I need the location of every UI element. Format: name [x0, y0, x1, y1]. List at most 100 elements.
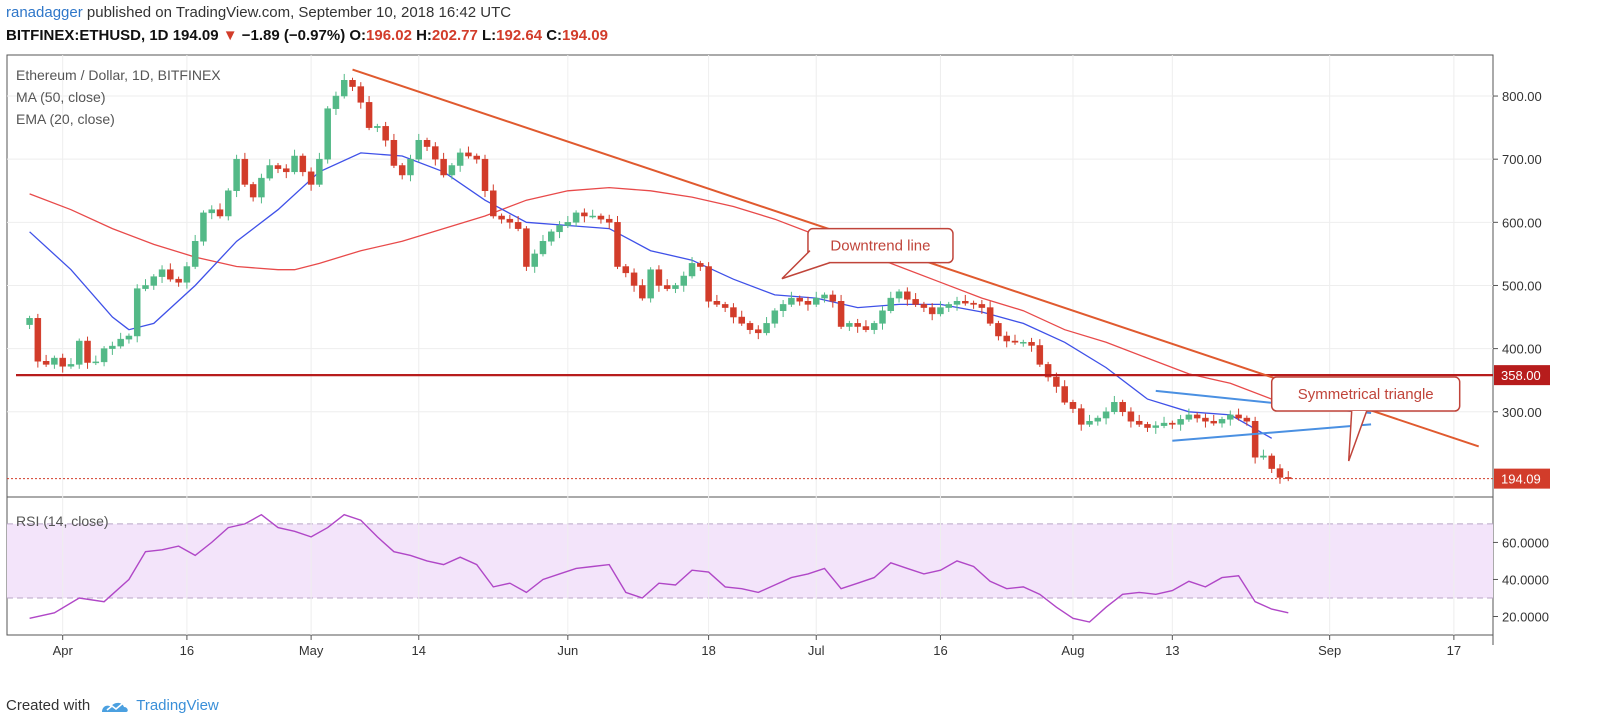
candle-body — [589, 215, 596, 218]
symbol-label: BITFINEX:ETHUSD, 1D — [6, 27, 169, 44]
candle-body — [639, 285, 646, 299]
candle-body — [862, 326, 870, 330]
x-tick-label: 17 — [1447, 643, 1461, 658]
candle-body — [175, 278, 182, 283]
candle-body — [1036, 345, 1044, 365]
x-tick-label: 16 — [933, 643, 947, 658]
candle-body — [572, 212, 580, 223]
candle-body — [283, 168, 290, 173]
rsi-legend: RSI (14, close) — [16, 513, 109, 529]
candle-body — [42, 360, 50, 365]
candle-body — [788, 297, 795, 305]
candle-body — [225, 190, 232, 217]
candle-body — [92, 361, 100, 364]
candle-body — [531, 253, 538, 267]
author-link[interactable]: ranadagger — [6, 4, 83, 21]
candle-body — [125, 335, 133, 340]
candle-body — [937, 307, 944, 315]
x-tick-label: Sep — [1318, 643, 1341, 658]
publish-info: ranadagger published on TradingView.com,… — [6, 4, 511, 21]
candle-body — [539, 241, 547, 255]
candle-body — [1202, 417, 1209, 422]
candle-body — [216, 209, 224, 217]
candle-body — [382, 126, 389, 141]
candle-body — [705, 266, 712, 302]
candle-body — [846, 323, 853, 327]
candle-body — [1144, 424, 1151, 428]
candle-body — [870, 323, 878, 330]
candle-body — [150, 276, 158, 286]
candle-body — [1135, 420, 1143, 425]
down-arrow-icon: ▼ — [222, 27, 238, 44]
candle-body — [67, 364, 75, 367]
rsi-y-tick-label: 40.0000 — [1502, 572, 1549, 587]
candle-body — [506, 218, 514, 223]
candle-body — [100, 348, 108, 363]
candle-body — [680, 275, 688, 286]
candle-body — [1119, 402, 1126, 413]
candle-body — [804, 301, 812, 305]
candle-body — [473, 155, 480, 160]
candle-body — [605, 218, 613, 223]
candle-body — [1020, 342, 1027, 344]
tradingview-logo-icon[interactable] — [100, 698, 130, 714]
candle-body — [51, 357, 58, 365]
candle-body — [895, 291, 903, 299]
candle-body — [1127, 411, 1135, 422]
candle-body — [258, 177, 265, 198]
candle-body — [1028, 342, 1035, 346]
candle-body — [1185, 414, 1193, 420]
candle-body — [415, 139, 423, 160]
candle-body — [1061, 386, 1068, 403]
candle-body — [779, 304, 787, 311]
tradingview-brand[interactable]: TradingView — [136, 697, 219, 714]
high-value: 202.77 — [431, 27, 478, 44]
candle-body — [1268, 455, 1275, 469]
candle-body — [1011, 340, 1019, 343]
rsi-y-tick-label: 60.0000 — [1502, 535, 1549, 550]
x-tick-label: 14 — [412, 643, 426, 658]
candle-body — [1160, 422, 1168, 426]
ma-legend: MA (50, close) — [16, 89, 105, 105]
candle-body — [448, 165, 456, 176]
candle-body — [340, 80, 348, 97]
candle-body — [771, 310, 779, 324]
candle-body — [962, 301, 969, 304]
y-tick-label: 800.00 — [1502, 89, 1542, 104]
candle-body — [763, 323, 770, 334]
x-tick-label: Aug — [1061, 643, 1084, 658]
candle-body — [904, 291, 911, 300]
candle-body — [1169, 422, 1176, 425]
candle-body — [514, 222, 522, 229]
candle-body — [307, 171, 315, 185]
candle-body — [523, 228, 530, 267]
candle-body — [26, 318, 33, 325]
candle-body — [556, 225, 563, 233]
x-tick-label: 18 — [701, 643, 715, 658]
candle-body — [34, 318, 42, 362]
open-value: 196.02 — [366, 27, 412, 44]
candle-body — [324, 108, 331, 160]
candle-body — [1251, 420, 1259, 458]
support-price-tag — [1494, 365, 1550, 386]
last-price-label: 194.09 — [1501, 472, 1541, 487]
candle-body — [912, 299, 919, 305]
candle-body — [233, 158, 240, 192]
candle-body — [837, 301, 845, 327]
candle-body — [183, 266, 191, 283]
candle-body — [407, 158, 414, 176]
candle-body — [953, 301, 961, 305]
candle-body — [1111, 402, 1118, 413]
candle-body — [498, 215, 505, 220]
last-price: 194.09 — [172, 27, 219, 44]
downtrend-annotation-pointer — [781, 250, 831, 280]
candle-body — [349, 80, 356, 87]
candle-body — [1260, 455, 1267, 458]
x-tick-label: May — [299, 643, 324, 658]
candle-body — [432, 146, 439, 160]
y-tick-label: 500.00 — [1502, 278, 1542, 293]
candle-body — [1227, 414, 1234, 420]
candle-body — [465, 152, 472, 157]
candle-body — [423, 139, 431, 147]
